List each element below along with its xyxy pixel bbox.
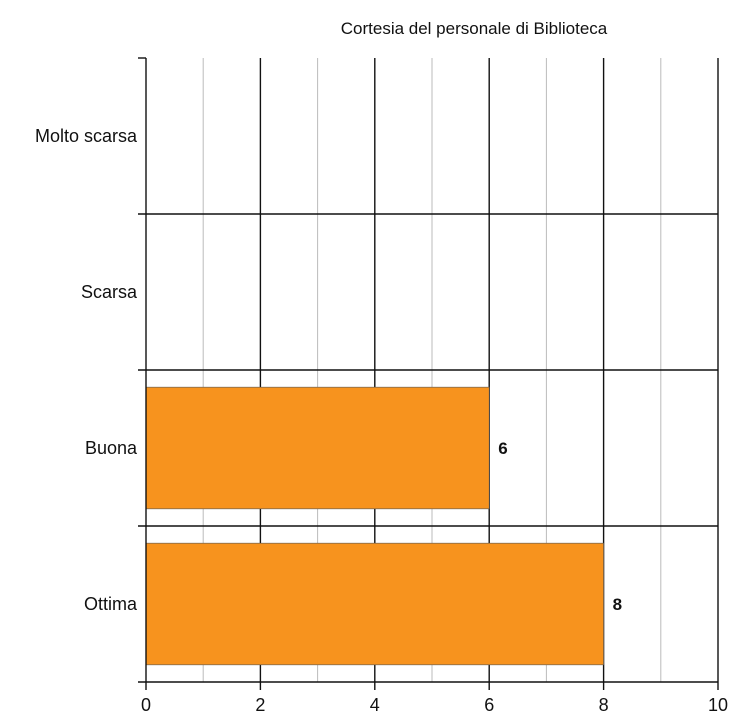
- chart-title: Cortesia del personale di Biblioteca: [341, 19, 608, 38]
- category-label: Molto scarsa: [35, 126, 138, 146]
- bar: [145, 542, 604, 666]
- bar: [145, 386, 490, 510]
- category-label: Buona: [85, 438, 138, 458]
- x-tick-label: 10: [708, 695, 728, 715]
- axes-layer: [138, 57, 719, 690]
- data-label: 8: [613, 595, 622, 614]
- category-label: Scarsa: [81, 282, 138, 302]
- grid-layer: [138, 58, 719, 682]
- x-tick-label: 6: [484, 695, 494, 715]
- category-label: Ottima: [84, 594, 138, 614]
- bars-layer: [145, 386, 604, 666]
- data-label: 6: [498, 439, 507, 458]
- labels-layer: Molto scarsa Scarsa 6 Buona 8 Ottima 0 2 4 6 8 10: [35, 126, 728, 715]
- x-tick-label: 0: [141, 695, 151, 715]
- x-tick-label: 2: [255, 695, 265, 715]
- x-tick-label: 8: [599, 695, 609, 715]
- x-tick-label: 4: [370, 695, 380, 715]
